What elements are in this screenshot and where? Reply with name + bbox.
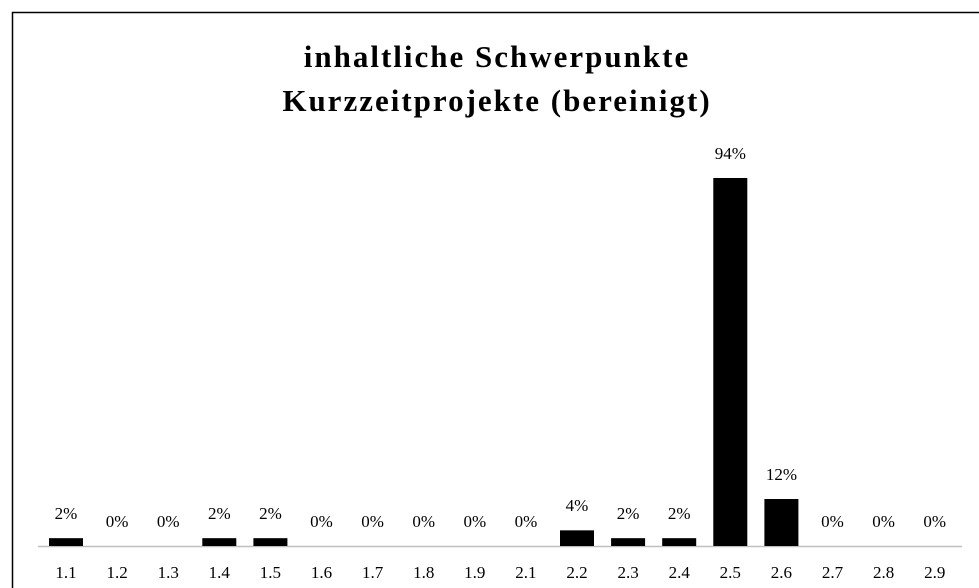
chart-frame bbox=[11, 11, 979, 588]
x-tick-label: 2.6 bbox=[771, 563, 792, 582]
x-tick-label: 2.2 bbox=[566, 563, 587, 582]
data-label: 94% bbox=[715, 144, 746, 163]
x-tick-label: 1.5 bbox=[260, 563, 281, 582]
data-label: 0% bbox=[106, 512, 129, 531]
x-tick-label: 1.8 bbox=[413, 563, 434, 582]
bar bbox=[662, 538, 697, 546]
x-tick-label: 2.4 bbox=[669, 563, 691, 582]
x-tick-label: 1.9 bbox=[464, 563, 485, 582]
data-label: 0% bbox=[310, 512, 333, 531]
x-tick-label: 1.2 bbox=[106, 563, 127, 582]
data-label: 0% bbox=[872, 512, 895, 531]
chart-title: inhaltliche Schwerpunkte bbox=[304, 39, 690, 74]
bar bbox=[611, 538, 646, 546]
x-tick-label: 1.1 bbox=[55, 563, 76, 582]
data-label: 2% bbox=[55, 504, 78, 523]
x-tick-label: 2.1 bbox=[515, 563, 536, 582]
bar bbox=[202, 538, 237, 546]
x-tick-label: 2.3 bbox=[617, 563, 638, 582]
data-label: 0% bbox=[821, 512, 844, 531]
bar bbox=[560, 530, 594, 546]
x-tick-label: 1.7 bbox=[362, 563, 384, 582]
data-label: 0% bbox=[463, 512, 486, 531]
data-label: 0% bbox=[515, 512, 538, 531]
bar bbox=[253, 538, 288, 546]
x-tick-label: 2.5 bbox=[720, 563, 741, 582]
x-tick-label: 2.7 bbox=[822, 563, 844, 582]
data-label: 0% bbox=[157, 512, 180, 531]
x-tick-label: 2.9 bbox=[924, 563, 945, 582]
x-tick-label: 1.6 bbox=[311, 563, 332, 582]
bar bbox=[764, 499, 799, 546]
bar bbox=[713, 177, 748, 547]
data-label: 2% bbox=[617, 504, 640, 523]
data-label: 2% bbox=[668, 504, 691, 523]
data-label: 2% bbox=[208, 504, 231, 523]
data-label: 0% bbox=[923, 512, 946, 531]
data-label: 0% bbox=[361, 512, 384, 531]
x-tick-label: 1.4 bbox=[209, 563, 231, 582]
data-label: 2% bbox=[259, 504, 282, 523]
x-tick-label: 1.3 bbox=[158, 563, 179, 582]
data-label: 4% bbox=[566, 496, 589, 515]
chart-title: Kurzzeitprojekte (bereinigt) bbox=[282, 83, 711, 118]
data-label: 0% bbox=[412, 512, 435, 531]
data-label: 12% bbox=[766, 465, 797, 484]
x-tick-label: 2.8 bbox=[873, 563, 894, 582]
bar bbox=[49, 538, 83, 546]
